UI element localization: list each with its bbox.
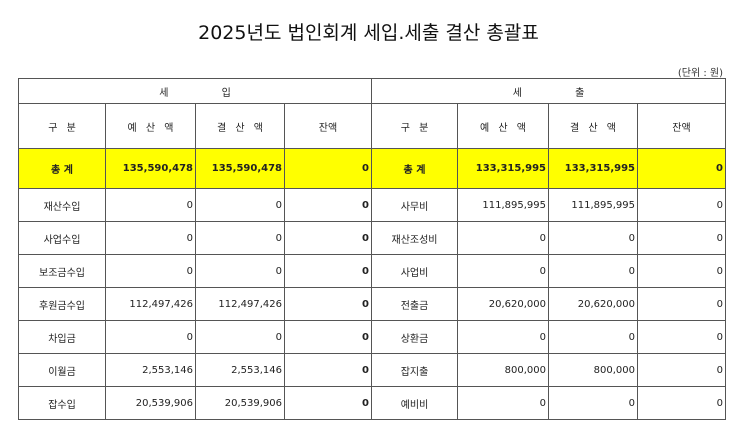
column-header: 결 산 액 <box>548 103 638 149</box>
column-header: 예 산 액 <box>457 103 549 149</box>
row-label: 잡지출 <box>371 353 458 387</box>
row-label: 사업수입 <box>18 221 106 255</box>
row-label: 사업비 <box>371 254 458 288</box>
cell: 0 <box>195 254 285 288</box>
row-label: 이월금 <box>18 353 106 387</box>
cell: 0 <box>105 254 196 288</box>
row-label: 상환금 <box>371 320 458 354</box>
cell: 800,000 <box>548 353 638 387</box>
cell: 0 <box>284 188 372 222</box>
cell: 0 <box>284 287 372 321</box>
row-label: 차입금 <box>18 320 106 354</box>
cell: 133,315,995 <box>457 148 549 189</box>
table-row: 후원금수입 112,497,426 112,497,426 0 전출금 20,620,00… <box>18 287 726 321</box>
column-header: 구 분 <box>18 103 106 149</box>
cell: 0 <box>637 148 726 189</box>
group-header: 세 입 <box>18 78 372 104</box>
cell: 133,315,995 <box>548 148 638 189</box>
cell: 20,620,000 <box>548 287 638 321</box>
cell: 0 <box>284 148 372 189</box>
cell: 0 <box>637 254 726 288</box>
cell: 0 <box>284 221 372 255</box>
table-row: 보조금수입 0 0 0 사업비 0 0 0 <box>18 254 726 288</box>
title: 2025년도 법인회계 세입.세출 결산 총괄표 <box>198 22 539 44</box>
cell: 0 <box>284 254 372 288</box>
column-header: 결 산 액 <box>195 103 285 149</box>
cell: 800,000 <box>457 353 549 387</box>
cell: 112,497,426 <box>105 287 196 321</box>
cell: 0 <box>105 188 196 222</box>
cell: 0 <box>548 320 638 354</box>
cell: 0 <box>284 353 372 387</box>
row-label: 후원금수입 <box>18 287 106 321</box>
cell: 0 <box>548 254 638 288</box>
cell: 20,539,906 <box>195 386 285 420</box>
cell: 0 <box>637 287 726 321</box>
row-label: 재산조성비 <box>371 221 458 255</box>
cell: 20,620,000 <box>457 287 549 321</box>
cell: 0 <box>548 221 638 255</box>
cell: 0 <box>105 320 196 354</box>
row-label: 전출금 <box>371 287 458 321</box>
table-row: 잡수입 20,539,906 20,539,906 0 예비비 0 0 0 <box>18 386 726 420</box>
cell: 0 <box>548 386 638 420</box>
table-row: 총 계 135,590,478 135,590,478 0 총 계 133,315,995… <box>18 148 726 189</box>
table-row: 재산수입 0 0 0 사무비 111,895,995 111,895,995 0 <box>18 188 726 222</box>
cell: 0 <box>637 221 726 255</box>
cell: 0 <box>457 221 549 255</box>
column-header: 구 분 <box>371 103 458 149</box>
cell: 0 <box>457 320 549 354</box>
cell: 0 <box>637 188 726 222</box>
row-label: 사무비 <box>371 188 458 222</box>
cell: 135,590,478 <box>195 148 285 189</box>
table-row: 사업수입 0 0 0 재산조성비 0 0 0 <box>18 221 726 255</box>
cell: 135,590,478 <box>105 148 196 189</box>
cell: 0 <box>284 386 372 420</box>
cell: 0 <box>284 320 372 354</box>
row-label: 잡수입 <box>18 386 106 420</box>
cell: 0 <box>637 320 726 354</box>
cell: 0 <box>637 353 726 387</box>
cell: 111,895,995 <box>548 188 638 222</box>
cell: 111,895,995 <box>457 188 549 222</box>
cell: 0 <box>457 386 549 420</box>
cell: 0 <box>195 188 285 222</box>
column-header: 예 산 액 <box>105 103 196 149</box>
cell: 0 <box>637 386 726 420</box>
row-label: 총 계 <box>18 148 106 189</box>
table-row: 차입금 0 0 0 상환금 0 0 0 <box>18 320 726 354</box>
cell: 2,553,146 <box>195 353 285 387</box>
column-header: 잔액 <box>637 103 726 149</box>
table-row: 이월금 2,553,146 2,553,146 0 잡지출 800,000 800,000 0 <box>18 353 726 387</box>
cell: 2,553,146 <box>105 353 196 387</box>
cell: 0 <box>195 320 285 354</box>
cell: 112,497,426 <box>195 287 285 321</box>
cell: 20,539,906 <box>105 386 196 420</box>
group-header: 세 출 <box>371 78 726 104</box>
row-label: 재산수입 <box>18 188 106 222</box>
cell: 0 <box>105 221 196 255</box>
row-label: 총 계 <box>371 148 458 189</box>
column-header: 잔액 <box>284 103 372 149</box>
cell: 0 <box>195 221 285 255</box>
row-label: 예비비 <box>371 386 458 420</box>
row-label: 보조금수입 <box>18 254 106 288</box>
unit-note: (단위 : 원) <box>677 68 723 79</box>
cell: 0 <box>457 254 549 288</box>
